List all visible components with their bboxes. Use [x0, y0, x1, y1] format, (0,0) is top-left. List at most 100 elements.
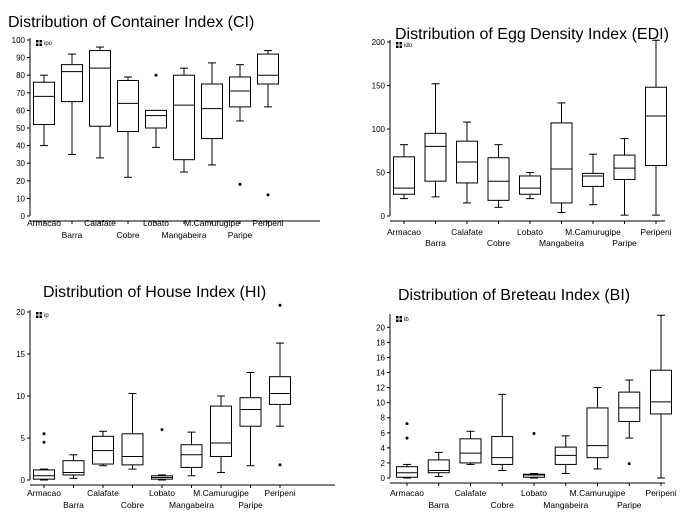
box-armacao [33, 74, 55, 147]
box-lobato [523, 432, 545, 479]
y-tick-label: 0 [21, 212, 26, 221]
box-iqr [173, 74, 195, 161]
box-iqr [459, 438, 482, 464]
box-iqr [121, 433, 144, 466]
y-tick-label: 90 [16, 54, 25, 63]
box-iqr [582, 172, 604, 187]
box-mangabeira [554, 435, 577, 474]
y-tick-label: 80 [16, 71, 25, 80]
chart-title: Distribution of Breteau Index (BI) [398, 287, 630, 304]
box-cobre [487, 144, 510, 208]
x-tick-label: Barra [62, 230, 83, 240]
x-tick-label: Peripeni [264, 488, 295, 498]
box-mangabeira [173, 67, 195, 173]
y-tick-label: 8 [381, 414, 386, 423]
x-tick-label: Barra [428, 500, 449, 510]
x-tick-label: Mangabeira [543, 500, 588, 510]
chart-panel-4: Distribution of Breteau Index (BI) 0 2 4 6 8 1… [376, 287, 677, 510]
box-armacao [396, 422, 418, 479]
box-iqr [618, 391, 641, 422]
box-barra [62, 454, 85, 479]
box-mcamurugipe [210, 395, 232, 473]
box-barra [61, 53, 83, 155]
chart-panel-3: Distribution of House Index (HI) 0 5 10 15 20… [16, 284, 335, 510]
box-iqr [427, 459, 450, 474]
x-tick-label: Calafate [455, 488, 487, 498]
x-tick-label: Lobato [149, 488, 175, 498]
legend-label: ib [404, 317, 409, 323]
y-tick-label: 20 [376, 323, 385, 332]
x-tick-label: Cobre [487, 238, 510, 248]
box-cobre [121, 392, 144, 470]
y-tick-label: 40 [16, 142, 25, 151]
box-iqr [586, 407, 609, 459]
y-tick-label: 10 [376, 399, 385, 408]
outlier-point [278, 303, 282, 307]
y-tick-label: 16 [376, 353, 385, 362]
x-tick-label: Lobato [517, 227, 543, 237]
box-iqr [523, 473, 545, 478]
x-tick-label: Paripe [238, 500, 263, 510]
box-calafate [456, 121, 478, 204]
box-iqr [487, 157, 510, 201]
box-iqr [62, 460, 85, 476]
y-tick-label: 18 [376, 338, 385, 347]
outlier-point [154, 73, 158, 77]
outlier-point [405, 436, 409, 440]
box-iqr [210, 405, 232, 457]
x-tick-label: Peripeni [640, 227, 671, 237]
box-armacao [393, 144, 415, 200]
y-tick-label: 0 [21, 476, 26, 485]
x-tick-label: Lobato [143, 218, 169, 228]
box-mcamurugipe [586, 387, 609, 470]
x-tick-label: Barra [425, 238, 446, 248]
y-tick-label: 4 [381, 444, 386, 453]
x-tick-label: Calafate [84, 218, 116, 228]
box-iqr [645, 86, 667, 167]
y-tick-label: 10 [16, 194, 25, 203]
y-tick-label: 6 [381, 429, 386, 438]
y-tick-label: 15 [16, 350, 25, 359]
outlier-point [238, 182, 242, 186]
x-tick-label: Calafate [87, 488, 119, 498]
y-tick-label: 100 [372, 125, 386, 134]
outlier-point [627, 462, 631, 466]
y-tick-label: 200 [372, 38, 386, 47]
box-iqr [257, 53, 279, 85]
legend-label: ido [404, 43, 413, 49]
box-cobre [117, 76, 139, 178]
chart-title: Distribution of Container Index (CI) [8, 14, 254, 31]
x-tick-label: Paripe [228, 230, 253, 240]
box-iqr [393, 156, 415, 195]
y-tick-label: 12 [376, 384, 385, 393]
box-lobato [519, 172, 541, 200]
x-tick-label: Paripe [612, 238, 637, 248]
box-iqr [396, 466, 418, 478]
box-peripeni [645, 39, 667, 216]
x-tick-label: Paripe [617, 500, 642, 510]
box-mcamurugipe [582, 153, 604, 206]
box-iqr [269, 376, 291, 405]
outlier-point [278, 463, 282, 467]
y-tick-label: 150 [372, 82, 386, 91]
box-calafate [89, 46, 111, 159]
x-tick-label: Mangabeira [539, 238, 584, 248]
y-tick-label: 50 [16, 124, 25, 133]
y-tick-label: 70 [16, 89, 25, 98]
box-mangabeira [550, 102, 573, 214]
box-iqr [145, 109, 167, 129]
box-iqr [519, 175, 541, 195]
x-tick-label: M.Camurugipe [570, 488, 626, 498]
x-tick-label: Cobre [491, 500, 514, 510]
x-tick-label: Cobre [116, 230, 139, 240]
box-peripeni [650, 314, 672, 479]
x-tick-label: Armacao [387, 227, 421, 237]
chart-panel-2: Distribution of Egg Density Index (EDI) 0… [372, 26, 672, 248]
box-armacao [33, 432, 55, 481]
x-tick-label: M.Camurugipe [184, 218, 240, 228]
outlier-point [42, 440, 46, 444]
x-tick-label: Calafate [451, 227, 483, 237]
y-tick-label: 50 [376, 169, 385, 178]
